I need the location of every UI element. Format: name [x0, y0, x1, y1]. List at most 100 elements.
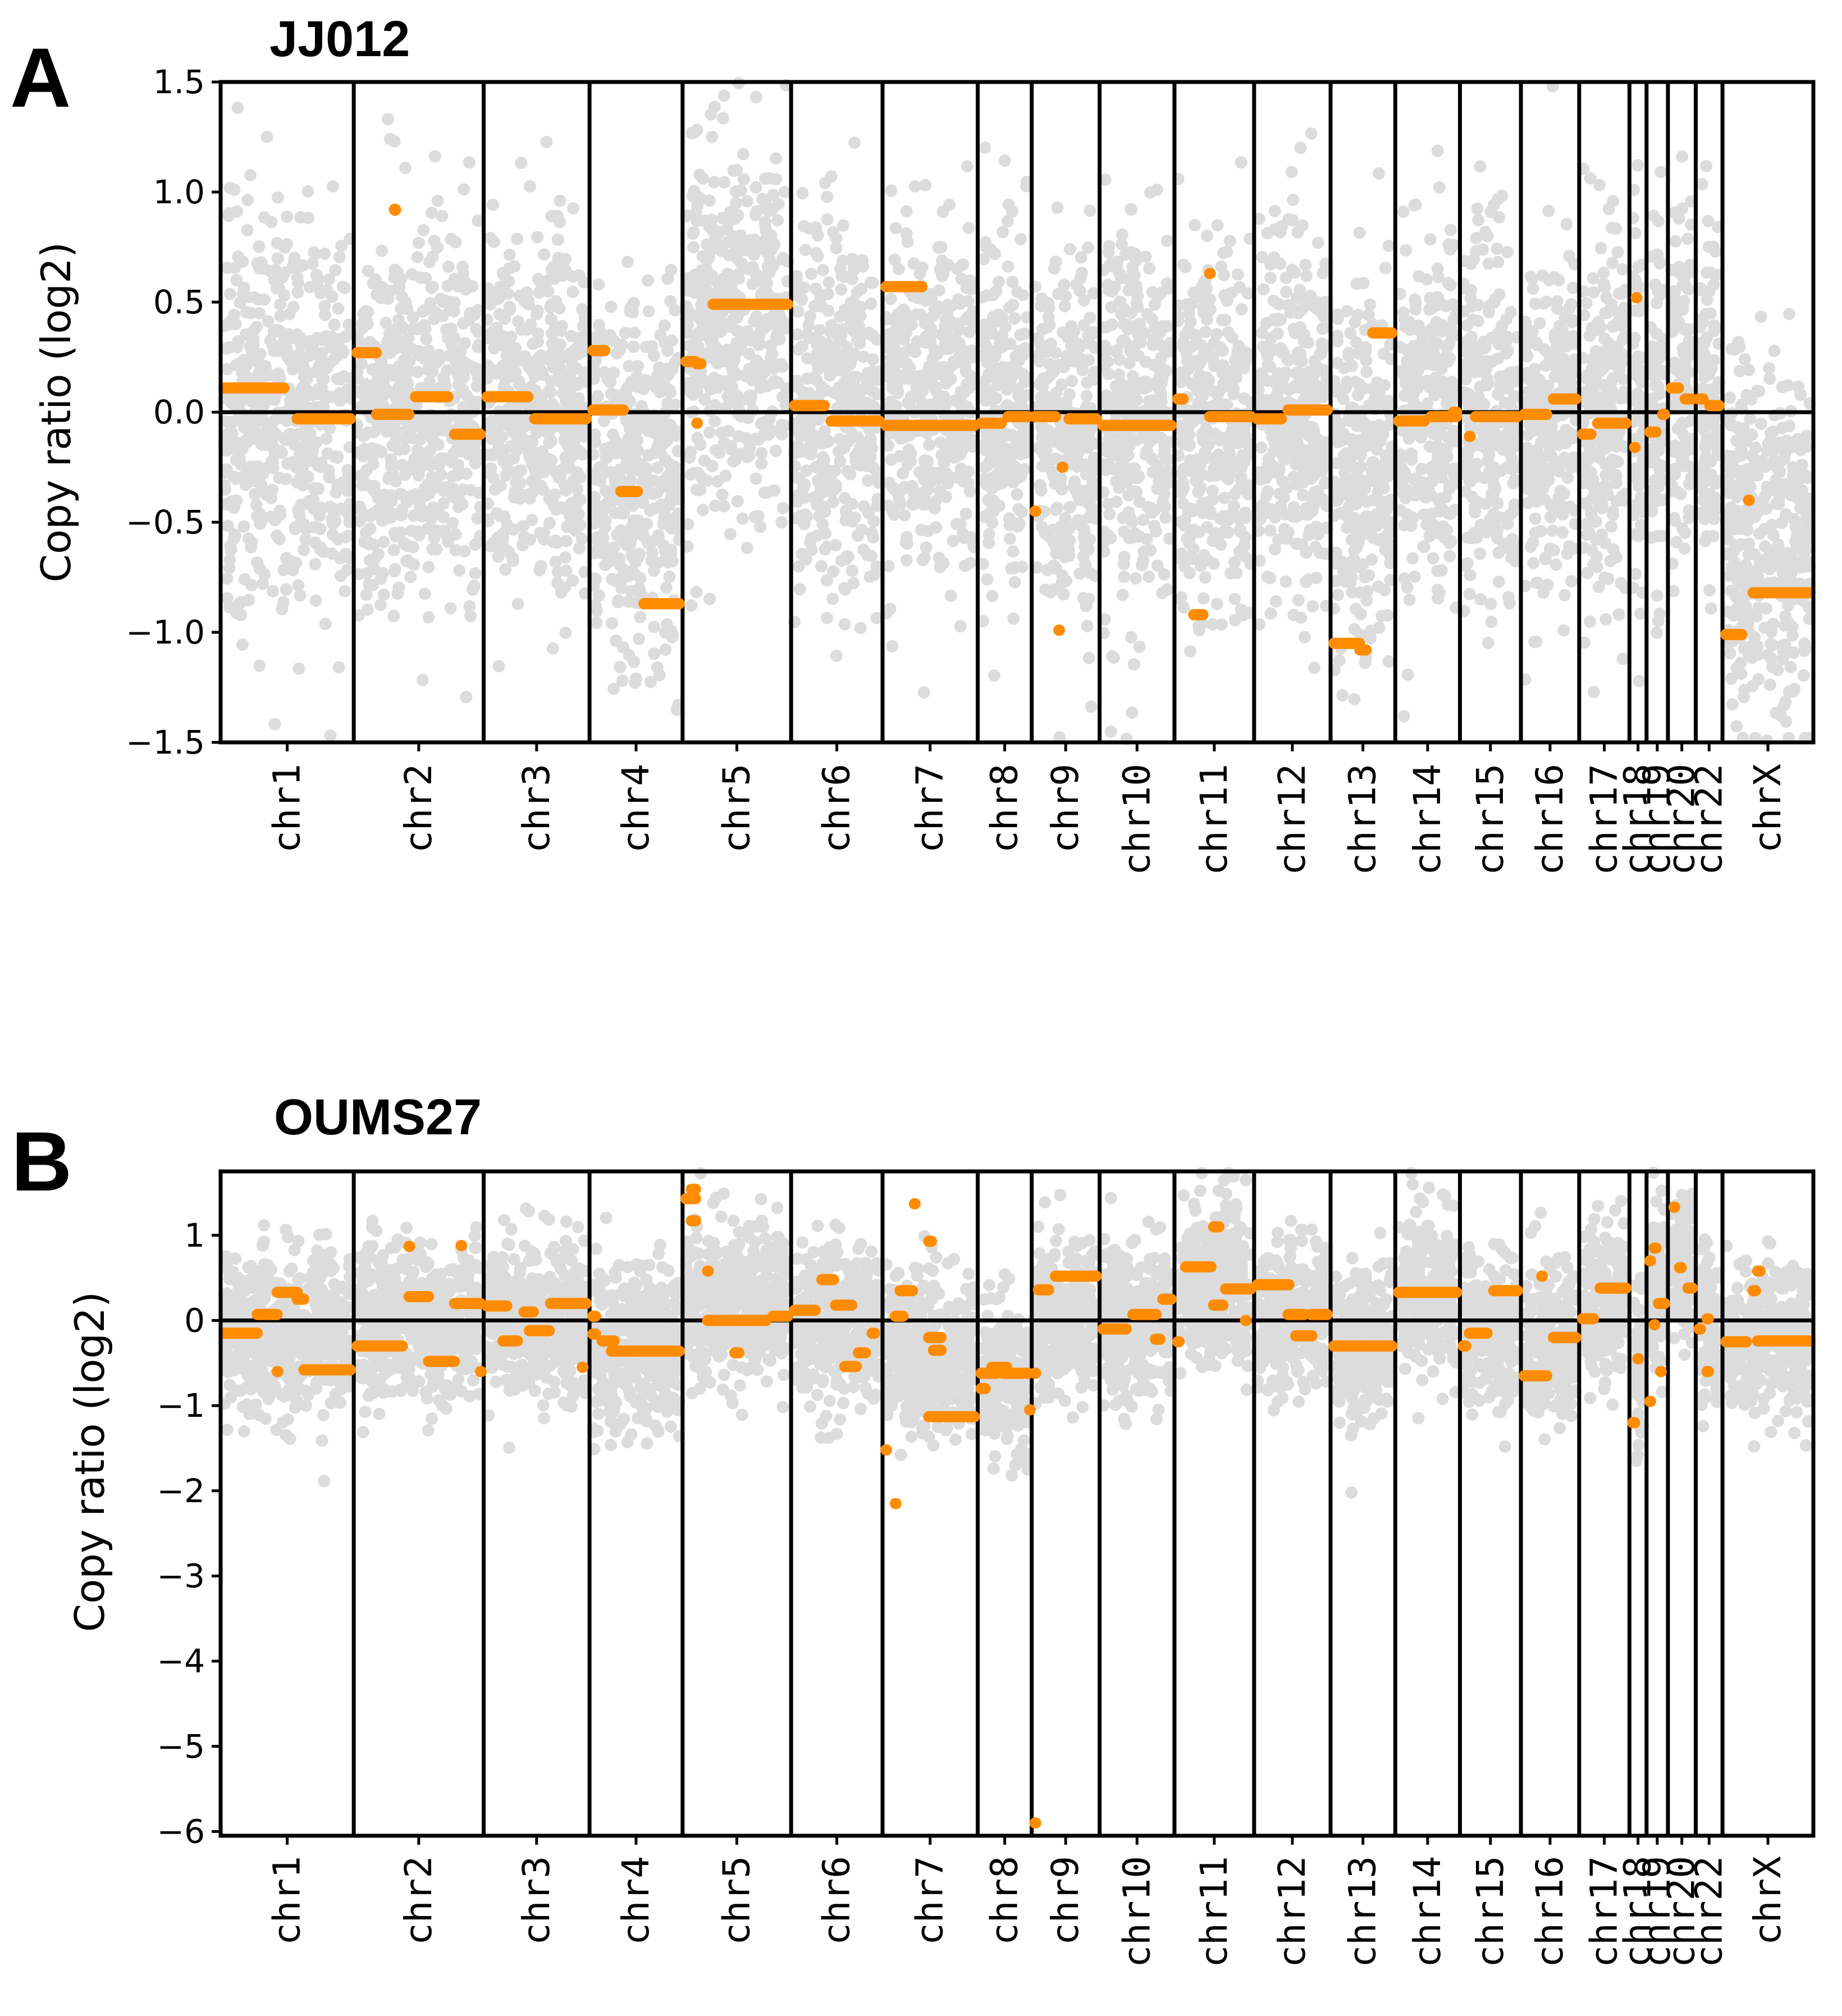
bin-point [623, 359, 636, 372]
bin-point [226, 397, 239, 410]
bin-point [642, 477, 655, 489]
bin-point [1360, 495, 1373, 508]
bin-point [1228, 500, 1240, 513]
bin-point [829, 345, 841, 358]
bin-point [514, 492, 527, 505]
bin-point [705, 213, 718, 226]
bin-point [341, 507, 354, 519]
bin-point [1339, 381, 1352, 394]
bin-point [319, 390, 332, 403]
bin-point [388, 565, 401, 578]
bin-point [266, 393, 279, 405]
bin-point [898, 333, 911, 346]
bin-point [717, 500, 730, 513]
bin-point [301, 471, 314, 484]
bin-point [1155, 367, 1168, 380]
bin-point [291, 476, 304, 489]
bin-point [1125, 203, 1137, 216]
bin-point [273, 445, 286, 458]
bin-point [1316, 322, 1329, 335]
bin-point [1125, 246, 1137, 258]
bin-point [543, 517, 556, 530]
bin-point [1227, 428, 1240, 441]
bin-point [778, 186, 791, 198]
bin-point [1272, 298, 1285, 311]
bin-point [1151, 183, 1163, 196]
bin-point [221, 592, 234, 605]
bin-point [253, 427, 266, 440]
bin-point [241, 194, 254, 207]
bin-point [1139, 448, 1152, 461]
bin-point [1296, 538, 1309, 551]
bin-point [286, 564, 299, 577]
bin-point [234, 392, 246, 405]
bin-point [332, 533, 344, 546]
y-axis-label: Copy ratio (log2) [33, 242, 80, 582]
bin-point [271, 252, 284, 264]
bin-point [341, 485, 354, 498]
bin-point [597, 414, 610, 427]
bin-point [654, 329, 667, 341]
bin-point [662, 427, 675, 440]
bin-point [548, 336, 561, 349]
bin-point [1126, 706, 1139, 719]
bin-point [260, 489, 273, 501]
bin-point [1036, 380, 1049, 393]
bin-point [522, 298, 535, 311]
bin-point [245, 416, 258, 428]
bin-point [1271, 327, 1284, 340]
bin-point [322, 358, 335, 371]
bin-point [234, 297, 246, 309]
bin-point [429, 481, 442, 494]
bin-point [236, 413, 249, 426]
bin-point [236, 443, 249, 455]
bin-point [426, 250, 439, 263]
bin-point [1281, 481, 1293, 494]
bin-point [1008, 561, 1021, 574]
bin-point [233, 411, 246, 424]
bin-point [604, 329, 616, 341]
bin-point [323, 273, 336, 286]
bin-point [232, 597, 245, 610]
bin-point [301, 445, 314, 458]
bin-point [248, 348, 260, 361]
bin-point [366, 482, 379, 495]
bin-point [857, 327, 870, 340]
bin-point [827, 326, 840, 339]
bin-point [1071, 450, 1084, 463]
bin-point [294, 211, 307, 224]
bin-point [294, 448, 307, 460]
bin-point [1269, 204, 1281, 217]
bin-point [284, 427, 296, 440]
bin-point [423, 444, 436, 457]
bin-point [463, 359, 476, 372]
bin-point [336, 344, 349, 357]
bin-point [247, 332, 260, 345]
bin-point [1371, 376, 1383, 389]
bin-point [1106, 650, 1119, 663]
bin-point [538, 248, 551, 261]
bin-point [286, 387, 299, 400]
bin-point [1110, 260, 1123, 273]
bin-point [1017, 424, 1030, 436]
bin-point [1264, 524, 1277, 537]
bin-point [1239, 550, 1252, 563]
bin-point [1002, 198, 1015, 211]
bin-point [951, 471, 964, 484]
bin-point [271, 236, 284, 249]
bin-point [1199, 326, 1212, 339]
bin-point [273, 504, 286, 517]
bin-point [243, 328, 256, 341]
bin-point [431, 424, 444, 436]
bin-point [822, 276, 835, 289]
bin-point [1013, 517, 1026, 530]
bin-point [264, 510, 277, 523]
bin-point [1314, 546, 1327, 559]
bin-point [1210, 328, 1223, 340]
bin-point [659, 643, 672, 656]
bin-point [1203, 504, 1216, 517]
bin-point [627, 340, 640, 353]
bin-point [847, 263, 860, 276]
bin-point [979, 236, 992, 249]
bin-point [531, 231, 544, 244]
